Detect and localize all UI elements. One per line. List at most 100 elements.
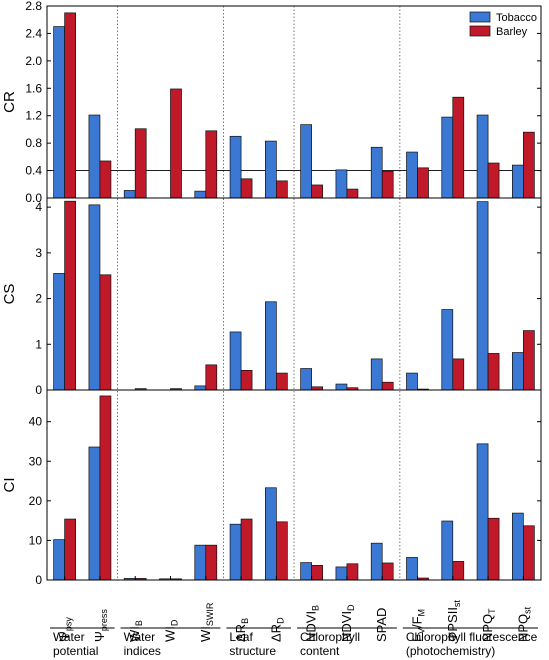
y-tick-label: 1.6 [25, 81, 42, 95]
y-tick-label: 2 [35, 292, 42, 306]
bar [276, 521, 288, 581]
x-tick-label: FV/FM [410, 609, 427, 642]
panel-frame [46, 389, 542, 581]
bar [512, 512, 524, 581]
bar [53, 273, 65, 391]
y-tick-label: 2.0 [25, 54, 42, 68]
bar [205, 364, 218, 391]
bar [240, 518, 253, 581]
x-tick-label: ΦPSIIst [445, 600, 462, 642]
bar [99, 160, 112, 199]
bar [381, 381, 394, 391]
bar [441, 116, 454, 199]
y-tick-label: 20 [29, 494, 43, 508]
group-label: (photochemistry) [406, 644, 495, 658]
bar [99, 395, 112, 581]
bar [441, 309, 454, 391]
bar [370, 146, 383, 199]
bar [523, 330, 535, 391]
x-tick-label: WISWIR [198, 602, 215, 642]
bar [300, 562, 312, 581]
y-tick-label: 30 [29, 454, 43, 468]
bar [370, 358, 383, 391]
bar [381, 562, 394, 581]
bar [346, 563, 359, 581]
bar [476, 201, 489, 391]
x-tick-label: NDVID [339, 604, 356, 642]
bar [265, 487, 277, 581]
bar [53, 26, 65, 199]
x-tick-label: Ψpress [92, 609, 109, 642]
bar [170, 88, 182, 199]
group-label: Leaf [229, 630, 253, 644]
bar [406, 557, 418, 581]
bar [311, 184, 323, 199]
bar [88, 204, 101, 391]
group-label: content [300, 644, 340, 658]
bar [417, 167, 429, 199]
bar [205, 130, 218, 199]
bar [335, 383, 348, 391]
bar [441, 520, 454, 581]
bar [452, 358, 465, 391]
bar [300, 124, 312, 199]
bar [300, 368, 312, 391]
y-tick-label: 3 [35, 246, 42, 260]
bar [64, 12, 76, 199]
bar [311, 565, 323, 581]
legend-swatch [469, 25, 491, 37]
bar [335, 169, 348, 199]
group-label: Chlorophyll [300, 630, 360, 644]
x-tick-label: SPAD [374, 608, 389, 642]
bar [276, 180, 288, 199]
bar [240, 369, 253, 391]
x-tick-label: WIB [127, 620, 144, 642]
bar [229, 135, 242, 199]
legend-swatch [469, 11, 491, 23]
group-label: Water [53, 630, 85, 644]
bar [406, 151, 418, 199]
bar [452, 96, 465, 199]
bar [194, 190, 207, 199]
bar [512, 352, 524, 391]
bar [406, 372, 418, 391]
y-tick-label: 10 [29, 533, 43, 547]
bar [523, 525, 535, 581]
bar [64, 518, 76, 581]
bar [64, 200, 76, 391]
bar [53, 539, 65, 581]
y-tick-label: 0.0 [25, 191, 42, 205]
bar [381, 170, 394, 199]
bar [476, 114, 489, 199]
bar [205, 544, 218, 581]
y-tick-label: 40 [29, 415, 43, 429]
y-tick-label: 0.8 [25, 136, 42, 150]
legend-label: Tobacco [496, 12, 537, 24]
bar [88, 446, 101, 581]
bar [134, 128, 147, 199]
x-tick-label: Ψpsy [57, 617, 74, 642]
y-tick-label: 1.2 [25, 109, 42, 123]
x-tick-label: WID [163, 619, 180, 642]
x-tick-label: NDVIB [304, 605, 321, 642]
bar [370, 542, 383, 581]
y-axis-title: CS [1, 284, 18, 305]
bar [229, 331, 242, 391]
bar [487, 162, 500, 199]
y-tick-label: 2.8 [25, 0, 42, 13]
bar [476, 443, 489, 581]
bar [487, 353, 500, 391]
y-tick-label: 0.4 [25, 164, 42, 178]
y-tick-label: 1 [35, 337, 42, 351]
bar [99, 274, 112, 391]
bar [229, 523, 242, 581]
group-label: structure [229, 644, 276, 658]
y-tick-label: 4 [35, 200, 42, 214]
bar [523, 131, 535, 199]
bar [276, 372, 288, 391]
bar [194, 385, 207, 391]
bar [194, 544, 207, 581]
bar [123, 190, 136, 199]
bar [265, 140, 277, 199]
bar [487, 517, 500, 581]
